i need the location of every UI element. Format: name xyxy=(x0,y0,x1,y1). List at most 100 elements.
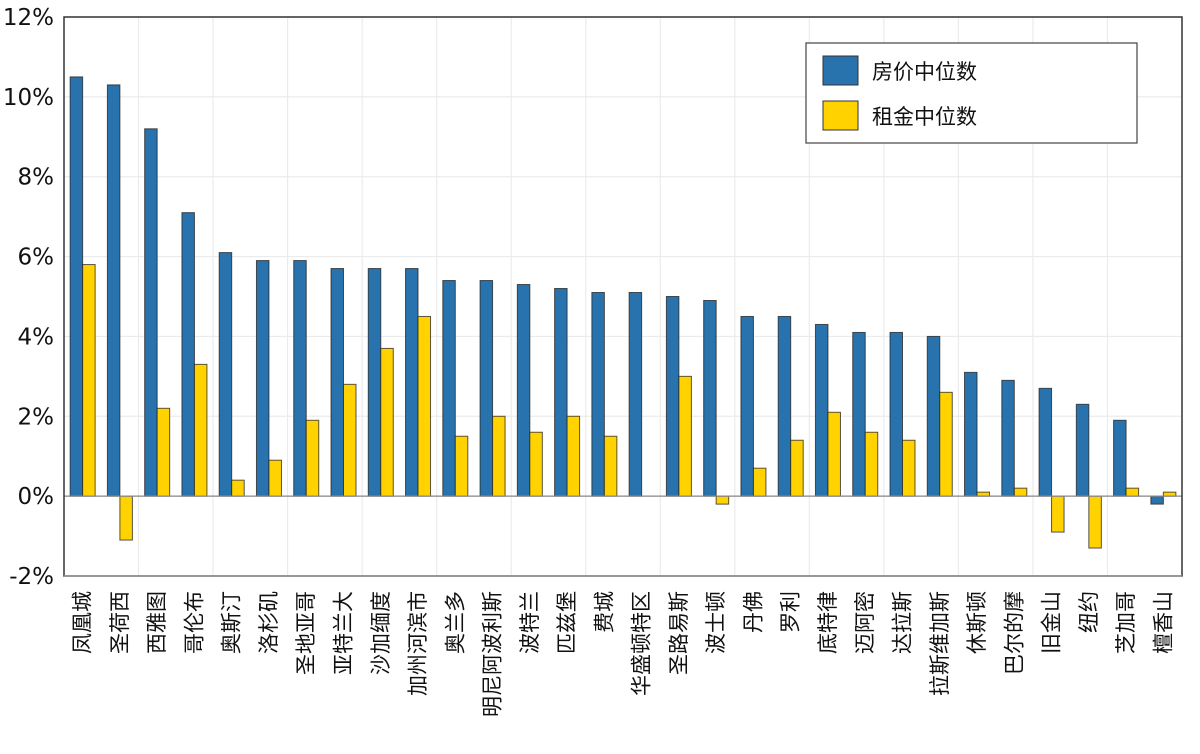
x-tick-label: 凤凰城 xyxy=(71,591,95,654)
legend-swatch-rent xyxy=(822,100,859,131)
legend-swatch-house-price xyxy=(822,55,859,86)
bar-house-price xyxy=(777,315,792,497)
bar-house-price xyxy=(255,260,270,497)
bar-rent xyxy=(1051,495,1065,533)
bar-house-price xyxy=(367,268,382,497)
x-tick-label: 拉斯维加斯 xyxy=(928,591,952,696)
bar-house-price xyxy=(926,335,941,497)
x-tick-label: 达拉斯 xyxy=(891,591,915,654)
x-tick-label: 罗利 xyxy=(779,591,803,633)
bar-rent xyxy=(193,363,208,497)
bar-house-price xyxy=(1113,419,1127,497)
bar-rent xyxy=(902,439,916,497)
x-tick-label: 匹兹堡 xyxy=(555,591,579,654)
bar-rent xyxy=(715,495,730,505)
bar-rent xyxy=(529,431,543,497)
bar-house-price xyxy=(293,260,307,497)
bar-house-price xyxy=(181,212,195,497)
x-tick-label: 沙加缅度 xyxy=(369,591,393,675)
bar-house-price xyxy=(740,315,754,497)
bar-house-price xyxy=(591,292,605,497)
x-tick-label: 奥斯汀 xyxy=(220,591,244,654)
x-tick-label: 纽约 xyxy=(1077,591,1101,633)
bar-rent xyxy=(268,459,282,497)
bar-rent xyxy=(82,264,96,497)
bar-rent xyxy=(864,431,879,497)
x-tick-label: 芝加哥 xyxy=(1114,591,1138,654)
bar-rent xyxy=(603,435,618,497)
bar-house-price xyxy=(218,252,233,497)
x-tick-label: 费城 xyxy=(592,591,616,633)
y-tick-label: 8% xyxy=(18,165,55,191)
y-tick-label: 4% xyxy=(18,324,55,350)
x-tick-label: 华盛顿特区 xyxy=(630,591,654,696)
bar-house-price xyxy=(703,299,717,497)
x-tick-label: 迈阿密 xyxy=(853,591,877,654)
bar-house-price xyxy=(330,268,344,497)
legend-label-house-price: 房价中位数 xyxy=(872,60,977,84)
bar-rent xyxy=(380,347,394,497)
y-tick-label: 0% xyxy=(18,484,55,510)
x-tick-label: 檀香山 xyxy=(1151,591,1175,654)
bar-house-price xyxy=(1150,495,1164,505)
x-tick-label: 休斯顿 xyxy=(965,591,989,654)
bar-rent xyxy=(752,467,767,497)
x-tick-label: 丹佛 xyxy=(741,591,765,633)
bar-rent xyxy=(454,435,469,497)
bar-rent xyxy=(231,479,245,497)
bar-house-price xyxy=(852,331,866,497)
bar-house-price xyxy=(442,280,456,497)
bar-house-price xyxy=(1075,403,1090,497)
bar-house-price xyxy=(516,284,531,497)
x-tick-label: 洛杉矶 xyxy=(257,591,281,654)
bar-house-price xyxy=(1038,387,1053,497)
x-axis-ticks: 凤凰城 圣荷西 西雅图 哥伦布 奥斯汀 洛杉矶 圣地亚哥 亚特兰大 沙加缅度 加州河滨市 奥兰多 明尼… xyxy=(71,591,1176,717)
bar-rent xyxy=(827,411,841,497)
bar-rent xyxy=(492,415,506,497)
bar-house-price xyxy=(144,128,158,497)
bar-house-price xyxy=(479,280,494,497)
bar-rent xyxy=(417,315,432,497)
x-tick-label: 奥兰多 xyxy=(443,591,467,654)
grid-lines xyxy=(64,16,1182,577)
y-tick-label: 2% xyxy=(18,404,55,430)
x-tick-label: 底特律 xyxy=(816,591,840,654)
bar-house-price xyxy=(554,288,568,497)
x-tick-label: 波特兰 xyxy=(518,591,542,654)
bar-rent xyxy=(305,419,320,497)
y-tick-label: 10% xyxy=(3,85,54,111)
bar-rent xyxy=(1013,487,1028,497)
x-tick-label: 旧金山 xyxy=(1040,591,1064,654)
bar-house-price xyxy=(964,371,978,497)
bar-house-price xyxy=(1001,379,1015,497)
y-axis-ticks: -2% 0% 2% 4% 6% 8% 10% 12% xyxy=(3,5,54,590)
y-tick-label: 12% xyxy=(3,5,54,31)
bar-rent xyxy=(566,415,581,497)
x-tick-label: 波士顿 xyxy=(704,591,728,654)
x-tick-label: 明尼阿波利斯 xyxy=(481,591,505,717)
bar-rent xyxy=(790,439,804,497)
legend-label-rent: 租金中位数 xyxy=(872,105,977,129)
x-tick-label: 加州河滨市 xyxy=(406,591,430,696)
legend: 房价中位数 租金中位数 xyxy=(805,42,1138,144)
x-tick-label: 圣荷西 xyxy=(108,591,132,654)
x-tick-label: 西雅图 xyxy=(145,591,169,654)
bars xyxy=(69,76,1177,549)
bar-rent xyxy=(1125,487,1140,497)
x-tick-label: 巴尔的摩 xyxy=(1002,591,1026,675)
x-tick-label: 圣地亚哥 xyxy=(294,591,318,675)
bar-house-price xyxy=(405,268,419,497)
bar-house-price xyxy=(889,331,903,497)
bar-house-price xyxy=(69,76,84,497)
y-tick-label: 6% xyxy=(18,245,55,271)
bar-rent xyxy=(156,407,171,497)
bar-rent xyxy=(343,383,357,497)
bar-rent xyxy=(939,391,953,497)
x-tick-label: 圣路易斯 xyxy=(667,591,691,675)
bar-house-price xyxy=(628,292,643,497)
legend-box xyxy=(805,42,1138,144)
bar-rent xyxy=(678,375,692,497)
x-tick-label: 哥伦布 xyxy=(182,591,206,654)
x-tick-label: 亚特兰大 xyxy=(332,591,356,675)
